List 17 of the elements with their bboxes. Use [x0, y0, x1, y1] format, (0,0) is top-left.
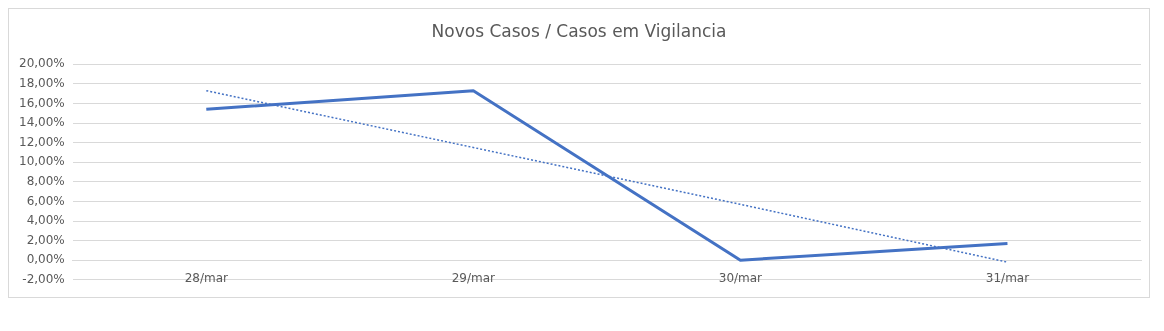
y-tick-label: 0,00%	[26, 252, 65, 267]
y-tick-label: 20,00%	[18, 56, 65, 71]
y-tick-label: 6,00%	[26, 193, 65, 208]
y-tick-label: 16,00%	[18, 95, 65, 110]
y-tick-label: -2,00%	[22, 271, 65, 286]
x-tick-label: 31/mar	[985, 270, 1030, 285]
y-tick-label: 4,00%	[26, 213, 65, 228]
y-tick-label: 8,00%	[26, 173, 65, 188]
y-tick-label: 14,00%	[18, 115, 65, 130]
y-tick-label: 18,00%	[18, 75, 65, 90]
y-tick-label: 10,00%	[18, 154, 65, 169]
chart-title: Novos Casos / Casos em Vigilancia	[430, 21, 728, 41]
y-tick-label: 2,00%	[26, 232, 65, 247]
y-tick-label: 12,00%	[18, 134, 65, 149]
x-tick-label: 30/mar	[718, 270, 763, 285]
x-tick-label: 29/mar	[451, 270, 496, 285]
x-tick-label: 28/mar	[184, 270, 228, 285]
